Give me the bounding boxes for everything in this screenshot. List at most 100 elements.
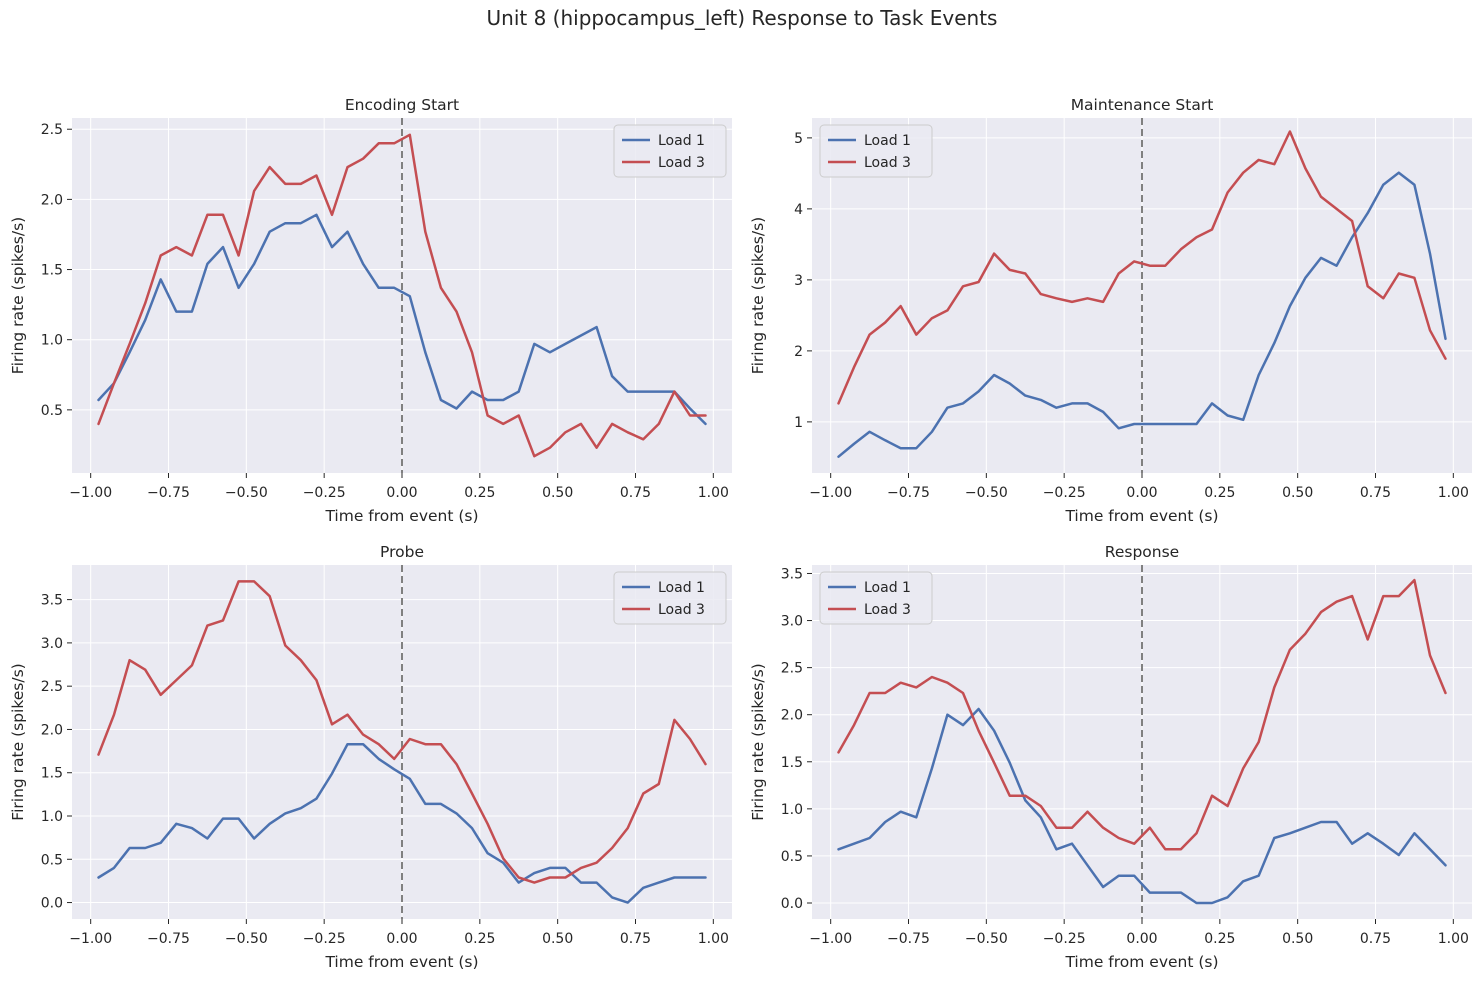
y-tick-label: 2.0 [41,192,63,208]
y-tick-label: 0.0 [41,896,63,912]
x-tick-label: 0.50 [542,485,573,501]
legend-box [819,571,933,625]
legend: Load 1 Load 3 [613,571,727,625]
y-tick-label: 0.0 [781,896,803,912]
y-tick-label: 4 [794,202,803,218]
y-tick-label: 5 [794,131,803,147]
x-tick-label: 0.25 [1204,931,1235,947]
y-tick-label: 0.5 [41,852,63,868]
y-tick-label: 3.5 [41,593,63,609]
subplot-3: −1.00 −0.75 −0.50 −0.25 0.00 0.25 0.50 0.75 1.00… [749,543,1472,971]
x-tick-label: −0.75 [147,931,190,947]
subplot-title: Response [1105,543,1179,561]
y-tick-label: 0.5 [781,849,803,865]
legend-label: Load 3 [658,602,705,618]
figure-title: Unit 8 (hippocampus_left) Response to Ta… [487,6,998,30]
subplot-title: Maintenance Start [1071,96,1214,114]
x-tick-label: 0.25 [464,931,495,947]
y-axis-label: Firing rate (spikes/s) [9,217,27,374]
series-line-load-1 [97,742,707,904]
series-line-load-3 [837,578,1447,851]
x-tick-label: −0.50 [965,485,1008,501]
subplot-grid: −1.00 −0.75 −0.50 −0.25 0.00 0.25 0.50 0.75 1.00… [9,96,1472,971]
x-tick-label: 0.00 [386,931,417,947]
y-tick-label: 3.0 [781,614,803,630]
series-line-load-1 [837,707,1447,905]
x-axis-label: Time from event (s) [1064,953,1218,971]
x-tick-label: 1.00 [1438,485,1469,501]
x-tick-label: −0.50 [225,931,268,947]
x-tick-label: −1.00 [69,931,112,947]
legend: Load 1 Load 3 [819,124,933,178]
series-line-load-1 [837,171,1447,458]
x-axis-label: Time from event (s) [1064,507,1218,525]
x-tick-label: −0.25 [1043,931,1086,947]
x-tick-label: −1.00 [69,485,112,501]
x-tick-label: 0.50 [1282,931,1313,947]
x-tick-label: 0.75 [620,485,651,501]
x-tick-label: −0.25 [303,485,346,501]
y-tick-label: 1 [794,415,803,431]
x-axis-label: Time from event (s) [324,507,478,525]
legend: Load 1 Load 3 [819,571,933,625]
series-line-load-3 [97,580,707,884]
y-tick-label: 1.5 [41,766,63,782]
x-tick-label: 0.00 [1126,931,1157,947]
x-tick-label: −0.25 [303,931,346,947]
x-axis-label: Time from event (s) [324,953,478,971]
x-tick-label: −1.00 [809,931,852,947]
x-tick-label: −1.00 [809,485,852,501]
y-tick-label: 3 [794,273,803,289]
legend-label: Load 3 [864,155,911,171]
x-tick-label: 1.00 [1438,931,1469,947]
legend-label: Load 1 [658,580,705,596]
x-tick-label: 0.25 [1204,485,1235,501]
series-line-load-3 [837,130,1447,405]
subplot-2: −1.00 −0.75 −0.50 −0.25 0.00 0.25 0.50 0.75 1.00… [9,543,732,971]
y-tick-label: 1.0 [781,802,803,818]
x-tick-label: −0.75 [887,931,930,947]
x-tick-label: 1.00 [698,931,729,947]
x-tick-label: 0.75 [1360,931,1391,947]
x-tick-label: 0.00 [1126,485,1157,501]
y-tick-label: 2.5 [781,661,803,677]
y-tick-label: 2.5 [41,122,63,138]
x-tick-label: 0.00 [386,485,417,501]
legend-box [613,571,727,625]
subplot-1: −1.00 −0.75 −0.50 −0.25 0.00 0.25 0.50 0.75 1.00… [749,96,1472,525]
legend-label: Load 3 [658,155,705,171]
x-tick-label: −0.50 [225,485,268,501]
subplot-0: −1.00 −0.75 −0.50 −0.25 0.00 0.25 0.50 0.75 1.00… [9,96,732,525]
x-tick-label: 0.75 [1360,485,1391,501]
subplot-title: Probe [380,543,424,561]
y-tick-label: 2.0 [781,708,803,724]
x-tick-label: 0.50 [1282,485,1313,501]
legend-label: Load 3 [864,602,911,618]
y-tick-label: 2 [794,344,803,360]
y-tick-label: 1.0 [41,809,63,825]
legend-label: Load 1 [864,133,911,149]
y-tick-label: 1.5 [781,755,803,771]
y-axis-label: Firing rate (spikes/s) [749,663,767,820]
x-tick-label: 0.50 [542,931,573,947]
y-tick-label: 1.5 [41,263,63,279]
x-tick-label: −0.75 [887,485,930,501]
series-line-load-1 [97,213,707,426]
series-line-load-3 [97,133,707,458]
x-tick-label: −0.75 [147,485,190,501]
x-tick-label: −0.50 [965,931,1008,947]
y-tick-label: 3.0 [41,636,63,652]
legend: Load 1 Load 3 [613,124,727,178]
y-axis-label: Firing rate (spikes/s) [9,663,27,820]
y-tick-label: 0.5 [41,403,63,419]
subplot-title: Encoding Start [345,96,459,114]
legend-label: Load 1 [658,133,705,149]
y-tick-label: 2.5 [41,679,63,695]
legend-label: Load 1 [864,580,911,596]
x-tick-label: −0.25 [1043,485,1086,501]
y-tick-label: 1.0 [41,333,63,349]
y-tick-label: 3.5 [781,566,803,582]
y-axis-label: Firing rate (spikes/s) [749,217,767,374]
x-tick-label: 0.75 [620,931,651,947]
